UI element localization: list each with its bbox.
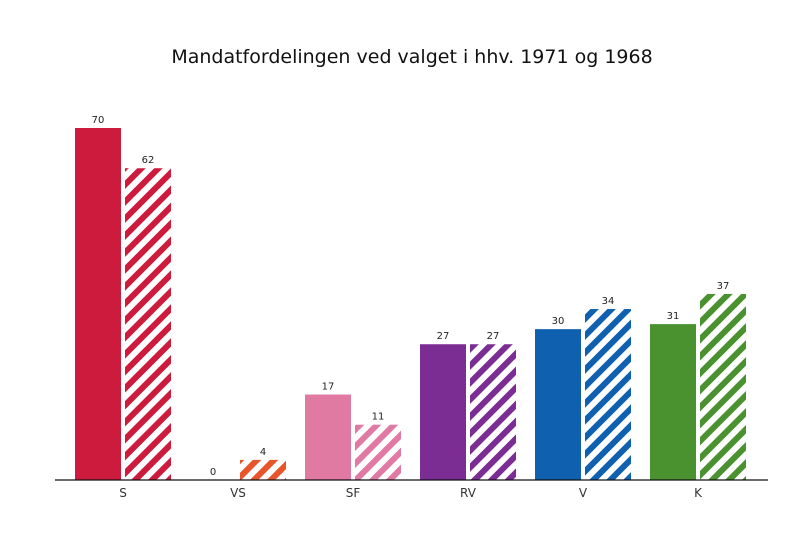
bar-rv-solid [420,344,466,480]
category-label-s: S [119,486,127,500]
chart-title: Mandatfordelingen ved valget i hhv. 1971… [171,46,652,68]
bar-s-solid [75,128,121,480]
value-labels: 70 62 0 4 17 11 27 27 30 34 31 37 [92,115,730,478]
bar-v-solid [535,329,581,480]
value-label-v-hatched: 34 [602,296,615,307]
category-label-v: V [579,486,588,500]
bar-sf-hatched [355,424,401,480]
bar-k-hatched [700,293,746,480]
value-label-k-hatched: 37 [717,281,730,292]
value-label-rv-hatched: 27 [487,331,500,342]
bar-v-hatched [585,309,631,480]
value-label-v-solid: 30 [552,316,565,327]
value-label-vs-solid: 0 [210,467,216,478]
category-label-sf: SF [346,486,361,500]
bars [75,128,746,480]
value-label-s-hatched: 62 [142,155,155,166]
value-label-vs-hatched: 4 [260,447,266,458]
category-labels: S VS SF RV V K [119,486,703,500]
value-label-k-solid: 31 [667,311,680,322]
value-label-sf-hatched: 11 [372,412,385,423]
bar-s-hatched [125,168,171,480]
bar-vs-hatched [240,459,286,480]
value-label-rv-solid: 27 [437,331,450,342]
category-label-k: K [694,486,703,500]
value-label-s-solid: 70 [92,115,105,126]
bar-rv-hatched [470,344,516,480]
value-label-sf-solid: 17 [322,382,335,393]
category-label-rv: RV [460,486,477,500]
bar-sf-solid [305,394,351,480]
category-label-vs: VS [230,486,246,500]
bar-k-solid [650,324,696,480]
